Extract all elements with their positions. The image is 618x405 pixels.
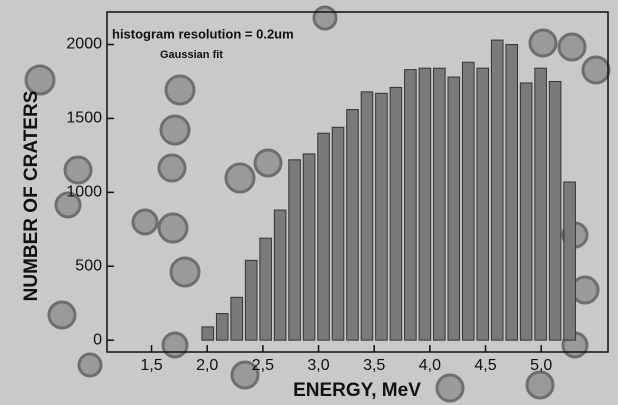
plot-frame	[106, 11, 609, 353]
bar	[375, 92, 388, 341]
bar	[548, 80, 562, 341]
bar	[490, 39, 504, 341]
y-tick-label: 2000	[66, 36, 102, 53]
bar	[259, 237, 272, 341]
x-tick-label: 2,0	[196, 357, 218, 374]
bar	[418, 67, 432, 341]
y-tick-label: 1000	[66, 184, 102, 201]
bar	[389, 86, 403, 341]
x-tick-label: 4,5	[474, 357, 496, 374]
bar	[201, 326, 215, 341]
bar	[273, 209, 287, 341]
bar	[244, 259, 258, 341]
y-tick-label: 1500	[66, 110, 102, 127]
x-tick-label: 3,5	[363, 357, 385, 374]
x-tick-label: 4,0	[419, 357, 441, 374]
bar	[505, 44, 518, 341]
x-tick-label: 1,5	[140, 357, 162, 374]
bar	[317, 132, 330, 341]
bar	[534, 67, 547, 341]
y-axis-label: NUMBER OF CRATERS	[21, 91, 42, 302]
x-axis-label: ENERGY, MeV	[293, 380, 421, 401]
x-tick-label: 3,0	[307, 357, 329, 374]
bar	[346, 109, 359, 341]
bar	[331, 126, 345, 341]
bar	[476, 67, 490, 341]
x-tick-label: 5,0	[530, 357, 552, 374]
y-tick-label: 500	[75, 257, 102, 274]
bar	[563, 181, 576, 341]
bar	[302, 153, 316, 341]
bar	[519, 82, 533, 341]
y-tick-label: 0	[93, 331, 102, 348]
bar	[215, 313, 229, 341]
bar	[230, 296, 243, 341]
bar	[404, 69, 417, 341]
annotation: Gaussian fit	[160, 49, 223, 61]
x-tick-label: 2,5	[252, 357, 274, 374]
bar	[433, 67, 446, 341]
bar	[447, 76, 461, 341]
bar	[461, 61, 475, 341]
bar	[360, 91, 374, 341]
annotation: histogram resolution = 0.2um	[112, 26, 294, 41]
bar	[288, 159, 301, 341]
